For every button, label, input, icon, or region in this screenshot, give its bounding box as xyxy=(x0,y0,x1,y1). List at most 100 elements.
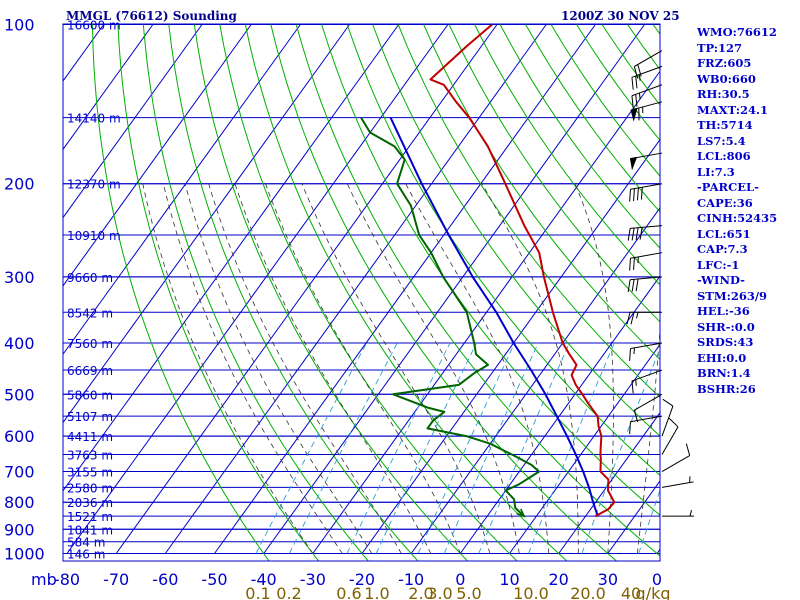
pressure-unit-label: mb xyxy=(31,570,57,589)
wind-barb xyxy=(629,183,663,202)
temperature-tick-label: 0 xyxy=(652,570,662,589)
wind-barb-full xyxy=(685,443,691,456)
wind-barb-full xyxy=(635,94,638,107)
moist-adiabat-line xyxy=(234,183,432,554)
mixing-ratio-line xyxy=(527,342,615,554)
dry-adiabat-line xyxy=(423,24,660,361)
index-item: LCL:806 xyxy=(697,149,751,163)
chart-title: MMGL (76612) Sounding xyxy=(66,9,237,23)
wind-barb-full xyxy=(668,417,679,428)
wind-barb xyxy=(629,415,663,435)
mixing-ratio-line xyxy=(443,342,539,554)
height-label: 14140 m xyxy=(67,112,121,126)
wind-barb-full xyxy=(636,187,639,201)
wind-barb-staff xyxy=(631,65,663,78)
moist-adiabat-line xyxy=(265,183,461,554)
moist-adiabat-line xyxy=(301,183,491,554)
wind-barb xyxy=(629,252,663,271)
mixing-ratio-line xyxy=(288,342,398,554)
mixing-ratio-label: 3.0 xyxy=(427,584,452,600)
wind-barb-staff xyxy=(661,405,674,437)
mixing-ratio-line xyxy=(638,489,660,554)
pressure-tick-label: 500 xyxy=(4,385,35,404)
isotherm-line xyxy=(263,24,645,554)
index-item: -WIND- xyxy=(697,273,745,287)
isotherm-line xyxy=(63,24,350,424)
isotherm-line xyxy=(164,24,547,554)
wind-barb-staff xyxy=(631,84,663,97)
wind-barb xyxy=(631,369,663,394)
pressure-tick-label: 200 xyxy=(4,175,35,194)
wind-barb xyxy=(631,84,663,109)
wind-barb xyxy=(626,311,662,325)
pressure-tick-label: 300 xyxy=(4,268,35,287)
mixing-ratio-line xyxy=(255,342,367,554)
wind-barb-staff xyxy=(630,225,663,229)
wind-barb-full xyxy=(629,189,631,202)
mixing-ratio-label: 5.0 xyxy=(456,584,481,600)
mixing-ratio-label: g/kg xyxy=(636,584,671,600)
pressure-tick-label: 1000 xyxy=(4,545,45,564)
dewpoint-arrow xyxy=(516,508,526,518)
wind-barb-full xyxy=(631,380,634,394)
wind-barb-pennant xyxy=(630,107,638,122)
index-item: MAXT:24.1 xyxy=(697,102,768,117)
mixing-ratio-label: 2.0 xyxy=(408,584,433,600)
temperature-tick-label: 10 xyxy=(499,570,519,589)
wind-barb-full xyxy=(629,258,631,271)
mixing-ratio-line xyxy=(375,342,477,554)
dry-adiabat-line xyxy=(474,24,660,286)
index-item: TH:5714 xyxy=(697,118,753,132)
wind-barb-half xyxy=(638,74,641,81)
dry-adiabat-line xyxy=(168,24,419,561)
height-label: 3155 m xyxy=(67,466,113,480)
plot-border xyxy=(62,23,661,562)
index-item: STM:263/9 xyxy=(697,288,768,303)
temperature-tick-label: -40 xyxy=(251,570,277,589)
temperature-tick-label: 0 xyxy=(455,570,465,589)
index-item: EHI:0.0 xyxy=(697,350,747,365)
index-item: RH:30.5 xyxy=(697,87,750,101)
mixing-ratio-label: 0.1 xyxy=(245,584,270,600)
pressure-tick-label: 900 xyxy=(4,520,35,539)
index-item: FRZ:605 xyxy=(697,56,752,70)
index-item: SRDS:43 xyxy=(697,335,754,349)
moist-adiabat-line xyxy=(346,183,520,554)
index-item: HEL:-36 xyxy=(697,304,750,318)
dry-adiabat-line xyxy=(193,24,469,561)
wind-barb xyxy=(631,65,663,90)
dry-adiabat-line xyxy=(142,24,369,561)
wind-barb-staff xyxy=(661,426,679,455)
dewpoint-profile-line xyxy=(360,117,540,517)
wind-barb xyxy=(627,276,663,292)
moist-adiabat-line xyxy=(574,183,614,554)
index-item: BRN:1.4 xyxy=(697,366,751,380)
temperature-profile-line xyxy=(429,24,616,518)
temperature-tick-label: -60 xyxy=(152,570,178,589)
pressure-tick-label: 700 xyxy=(4,463,35,482)
isotherm-line xyxy=(509,343,660,554)
mixing-ratio-line xyxy=(346,342,451,554)
pressure-tick-label: 600 xyxy=(4,427,35,446)
wind-barb-staff xyxy=(634,50,663,67)
wind-barb-full xyxy=(631,279,635,292)
isotherm-line xyxy=(63,24,400,492)
wind-barb-full xyxy=(631,227,635,241)
mixing-ratio-label: 10.0 xyxy=(513,584,549,600)
wind-barb-full xyxy=(627,279,631,292)
wind-barb-full xyxy=(633,257,635,270)
temperature-tick-label: 30 xyxy=(598,570,618,589)
index-item: LI:7.3 xyxy=(697,164,735,179)
wind-barb-full xyxy=(629,421,631,435)
wind-barb xyxy=(661,476,694,488)
height-label: 1521 m xyxy=(67,510,113,524)
wind-barb xyxy=(661,398,674,437)
height-label: 5107 m xyxy=(67,410,113,424)
dry-adiabat-line xyxy=(117,24,320,561)
wind-barb-staff xyxy=(661,455,690,472)
height-label: 584 m xyxy=(67,536,105,550)
dry-adiabat-line xyxy=(219,24,518,561)
isotherm-line xyxy=(558,411,660,554)
isotherm-line xyxy=(63,24,252,287)
height-label: 8542 m xyxy=(67,306,113,320)
